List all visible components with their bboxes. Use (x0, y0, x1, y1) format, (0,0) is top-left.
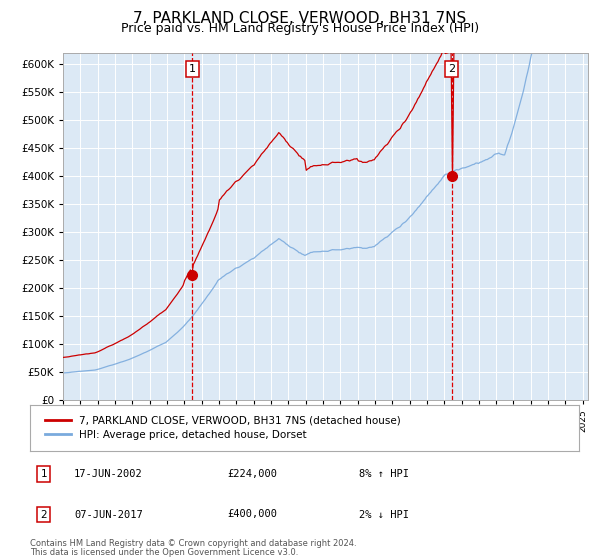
Text: £400,000: £400,000 (227, 510, 278, 520)
Text: 1: 1 (40, 469, 47, 479)
Text: Contains HM Land Registry data © Crown copyright and database right 2024.: Contains HM Land Registry data © Crown c… (30, 539, 356, 548)
Text: 7, PARKLAND CLOSE, VERWOOD, BH31 7NS: 7, PARKLAND CLOSE, VERWOOD, BH31 7NS (133, 11, 467, 26)
Text: 1: 1 (189, 64, 196, 74)
Text: 2% ↓ HPI: 2% ↓ HPI (359, 510, 409, 520)
Text: 8% ↑ HPI: 8% ↑ HPI (359, 469, 409, 479)
Text: 2: 2 (448, 64, 455, 74)
Text: 2: 2 (40, 510, 47, 520)
Text: Price paid vs. HM Land Registry's House Price Index (HPI): Price paid vs. HM Land Registry's House … (121, 22, 479, 35)
Text: This data is licensed under the Open Government Licence v3.0.: This data is licensed under the Open Gov… (30, 548, 298, 557)
Text: 07-JUN-2017: 07-JUN-2017 (74, 510, 143, 520)
Text: £224,000: £224,000 (227, 469, 278, 479)
Legend: 7, PARKLAND CLOSE, VERWOOD, BH31 7NS (detached house), HPI: Average price, detac: 7, PARKLAND CLOSE, VERWOOD, BH31 7NS (de… (41, 412, 405, 444)
Text: 17-JUN-2002: 17-JUN-2002 (74, 469, 143, 479)
